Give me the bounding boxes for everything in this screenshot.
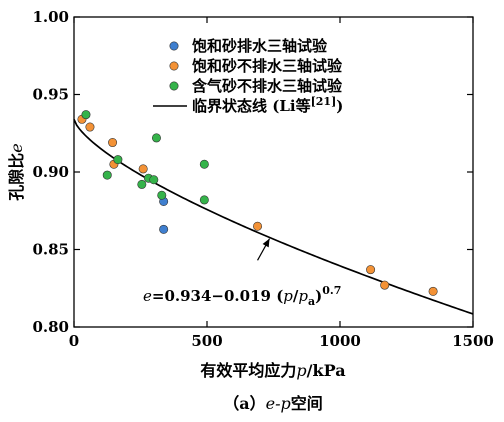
eq-pa-sub: a — [308, 295, 315, 308]
data-point-series-1 — [108, 138, 118, 148]
eq-p-var: p — [283, 287, 293, 305]
csl-equation: e=0.934−0.019 (p/pa)0.7 — [143, 284, 341, 308]
eq-pa-var: p — [298, 287, 308, 305]
legend-label-undrained: 饱和砂不排水三轴试验 — [192, 57, 343, 75]
x-tick-label: 500 — [191, 332, 222, 350]
y-tick-label: 1.00 — [32, 8, 69, 26]
data-point-series-2 — [199, 195, 209, 205]
caption-var: e-p — [266, 394, 291, 413]
data-point-series-1 — [138, 164, 148, 174]
caption-suffix: 空间 — [291, 394, 323, 413]
data-point-series-2 — [157, 190, 167, 200]
y-axis-title-main: 孔隙比 — [7, 153, 26, 201]
eq-close: ) — [315, 287, 322, 305]
data-point-series-1 — [366, 265, 376, 275]
x-tick-label: 0 — [69, 332, 79, 350]
y-tick-label: 0.95 — [32, 86, 69, 104]
eq-exp: 0.7 — [322, 284, 341, 297]
data-point-series-1 — [253, 221, 263, 231]
x-tick-label: 1500 — [452, 332, 494, 350]
legend-marker-drained — [169, 41, 179, 51]
legend-marker-undrained — [169, 61, 179, 71]
x-axis-title-main: 有效平均应力 — [200, 361, 296, 380]
data-point-series-2 — [102, 170, 112, 180]
eq-e-var: e — [143, 287, 152, 305]
data-point-series-1 — [380, 280, 390, 290]
y-tick-label: 0.80 — [32, 318, 69, 336]
legend-label-gassy: 含气砂不排水三轴试验 — [192, 77, 343, 95]
data-point-series-0 — [159, 224, 169, 234]
data-point-series-2 — [137, 179, 147, 189]
y-axis-title-var: e — [7, 143, 26, 152]
legend-csl-ref: [21] — [311, 95, 337, 108]
annotation-arrowhead — [262, 238, 270, 248]
x-tick-label: 1000 — [319, 332, 361, 350]
legend-csl-main: 临界状态线 (Li等 — [192, 97, 311, 115]
legend-label-csl: 临界状态线 (Li等[21]) — [192, 95, 343, 115]
x-axis-title: 有效平均应力p/kPa — [200, 361, 345, 380]
legend-label-drained: 饱和砂排水三轴试验 — [192, 37, 328, 55]
data-point-series-2 — [81, 110, 91, 120]
data-point-series-2 — [199, 159, 209, 169]
data-points-layer — [77, 110, 438, 296]
eq-mid: =0.934−0.019 ( — [152, 287, 283, 305]
legend-marker-gassy — [169, 81, 179, 91]
y-axis-title: 孔隙比e — [7, 143, 26, 200]
x-axis-title-var: p — [296, 361, 306, 380]
caption-prefix: （a） — [223, 394, 265, 413]
data-point-series-1 — [85, 122, 95, 132]
axis-ticks: 0 500 1000 1500 0.80 0.85 0.90 0.95 1.00 — [32, 8, 493, 350]
legend: 饱和砂排水三轴试验 饱和砂不排水三轴试验 含气砂不排水三轴试验 临界状态线 (L… — [153, 37, 343, 115]
legend-csl-close: ) — [336, 97, 343, 115]
critical-state-line-layer — [73, 118, 474, 315]
x-axis-title-unit: /kPa — [307, 361, 346, 380]
data-point-series-1 — [428, 286, 438, 296]
figure-caption: （a）e-p空间 — [223, 394, 323, 413]
data-point-series-2 — [151, 133, 161, 143]
data-point-series-2 — [113, 155, 123, 165]
eq-slash: / — [293, 287, 299, 305]
data-point-series-2 — [149, 175, 159, 185]
critical-state-line — [73, 118, 474, 315]
y-tick-label: 0.85 — [32, 241, 69, 259]
y-tick-label: 0.90 — [32, 163, 69, 181]
